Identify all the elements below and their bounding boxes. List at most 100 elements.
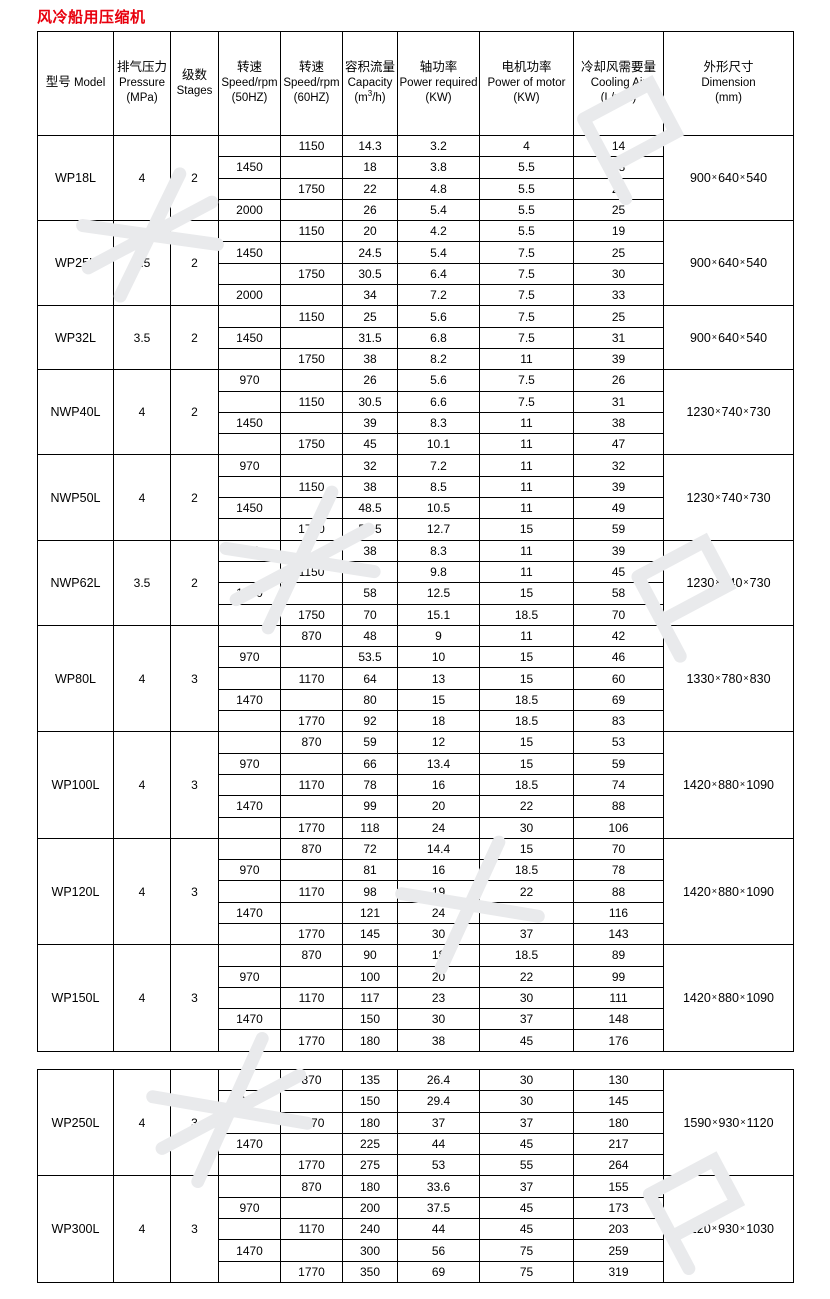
model-cell: WP80L — [37, 624, 114, 733]
motor-cell: 30 — [479, 1090, 574, 1113]
spec-table-b: WP250L 4 3 870 135 26.4 30 130 1590×930×1120 970 1… — [37, 1068, 794, 1283]
table-row: NWP40L 4 2 970 26 5.6 7.5 26 1230×740×730 — [37, 369, 794, 456]
power-cell: 33.6 — [397, 1175, 480, 1198]
motor-cell: 11 — [479, 497, 574, 520]
speed50-cell — [218, 603, 281, 626]
cap-unit-pre: (m — [354, 92, 368, 105]
motor-cell: 55 — [479, 1154, 574, 1177]
motor-cell: 18.5 — [479, 944, 574, 967]
capacity-cell: 180 — [342, 1029, 398, 1052]
cooling-cell: 217 — [573, 1132, 664, 1156]
capacity-cell: 275 — [342, 1154, 398, 1177]
stages-cell: 3 — [170, 731, 219, 839]
speed60-cell — [280, 241, 343, 264]
motor-cell: 18.5 — [479, 773, 574, 797]
pressure-cell: 4 — [113, 1068, 171, 1177]
speed50-cell — [218, 305, 281, 328]
pressure-cell: 4 — [113, 1175, 171, 1283]
cap-unit-post: /h) — [372, 92, 386, 105]
model-cell: NWP40L — [37, 369, 114, 456]
capacity-cell: 24.5 — [342, 241, 398, 264]
power-cell: 5.4 — [397, 241, 480, 264]
header-cooling-cn: 冷却风需要量 — [580, 60, 656, 75]
speed60-cell: 1770 — [280, 816, 343, 839]
capacity-cell: 22 — [342, 177, 398, 200]
motor-cell: 45 — [479, 1132, 574, 1156]
capacity-cell: 58.5 — [342, 518, 398, 541]
dimension-separator: × — [715, 406, 721, 417]
cooling-cell: 25 — [573, 305, 664, 328]
dimension-cell: 1590×930×1120 — [663, 1068, 794, 1177]
speed60-cell: 1150 — [280, 220, 343, 243]
motor-cell: 18.5 — [479, 603, 574, 626]
capacity-cell: 45 — [342, 433, 398, 456]
speed50-cell — [218, 773, 281, 797]
dimension-separator: × — [739, 1223, 746, 1234]
speed50-cell — [218, 710, 281, 733]
power-cell: 8.3 — [397, 411, 480, 435]
cooling-cell: 38 — [573, 411, 664, 435]
cooling-cell: 30 — [573, 262, 664, 286]
table-row: NWP62L 3.5 2 970 38 8.3 11 39 1230×740×730 — [37, 539, 794, 626]
speed50-cell: 1450 — [218, 411, 281, 435]
cooling-cell: 69 — [573, 688, 664, 712]
speed60-cell: 1170 — [280, 880, 343, 903]
header-capacity-en: Capacity — [347, 76, 393, 89]
speed50-cell — [218, 390, 281, 413]
cooling-cell: 45 — [573, 560, 664, 584]
header-power-unit: (KW) — [425, 92, 452, 105]
pressure-cell: 4 — [113, 454, 171, 541]
dimension-separator: × — [743, 406, 749, 417]
speed50-cell: 1470 — [218, 901, 281, 924]
table-row: 970 53.5 10 15 46 — [38, 646, 794, 669]
capacity-cell: 80 — [342, 688, 398, 712]
speed60-cell: 1750 — [280, 262, 343, 286]
header-pressure-en: Pressure — [118, 76, 166, 89]
power-cell: 12.7 — [397, 518, 480, 541]
capacity-cell: 150 — [342, 1008, 398, 1031]
motor-cell: 18.5 — [479, 859, 574, 882]
power-cell: 7.2 — [397, 454, 480, 477]
cooling-cell: 173 — [573, 1196, 664, 1220]
speed50-cell: 1450 — [218, 326, 281, 349]
power-cell: 5.4 — [397, 198, 480, 222]
speed50-cell — [218, 880, 281, 903]
header-pressure-cn: 排气压力 — [116, 60, 167, 75]
power-cell: 20 — [397, 795, 480, 818]
capacity-cell: 66 — [342, 752, 398, 775]
power-cell: 9 — [397, 624, 480, 648]
power-cell: 69 — [397, 1260, 480, 1283]
header-capacity-unit: (m3/h) — [343, 90, 397, 107]
stages-cell: 3 — [170, 1175, 219, 1283]
power-cell: 13 — [397, 667, 480, 690]
speed60-cell: 1770 — [280, 1260, 343, 1283]
power-cell: 29.4 — [397, 1090, 480, 1113]
capacity-cell: 46 — [342, 560, 398, 584]
speed50-cell — [218, 1154, 281, 1177]
header-power-cn: 轴功率 — [419, 60, 458, 75]
speed50-cell: 970 — [218, 539, 281, 562]
speed60-cell: 1150 — [280, 134, 343, 158]
power-cell: 10.5 — [397, 497, 480, 520]
speed50-cell — [218, 220, 281, 243]
speed50-cell: 970 — [218, 752, 281, 775]
speed50-cell — [218, 624, 281, 648]
speed50-cell: 1450 — [218, 241, 281, 264]
dimension-separator: × — [711, 992, 718, 1003]
speed60-cell: 870 — [280, 944, 343, 967]
capacity-cell: 99 — [342, 795, 398, 818]
speed50-cell — [218, 986, 281, 1010]
pressure-cell: 4 — [113, 624, 171, 733]
model-cell: WP250L — [37, 1068, 114, 1177]
capacity-cell: 26 — [342, 198, 398, 222]
speed50-cell — [218, 837, 281, 861]
capacity-cell: 20 — [342, 220, 398, 243]
cooling-cell: 180 — [573, 1111, 664, 1134]
dimension-separator: × — [743, 672, 749, 683]
motor-cell: 15 — [479, 518, 574, 541]
speed60-cell — [280, 1008, 343, 1031]
table-row: NWP50L 4 2 970 32 7.2 11 32 1230×740×730 — [37, 454, 794, 541]
capacity-cell: 38 — [342, 539, 398, 562]
motor-cell: 15 — [479, 752, 574, 775]
dimension-separator: × — [740, 1116, 746, 1127]
